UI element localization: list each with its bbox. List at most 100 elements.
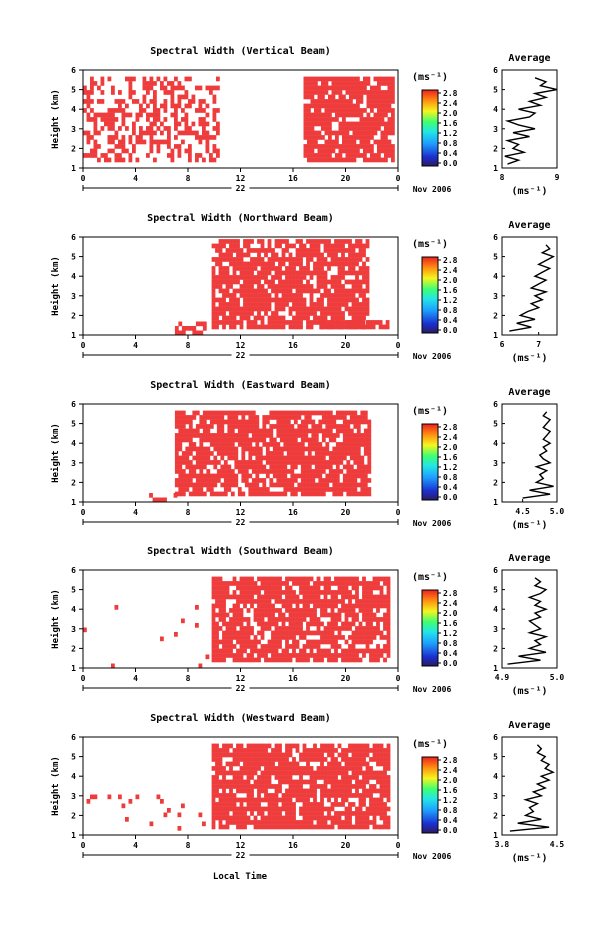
heatmap-cell xyxy=(380,148,385,154)
heatmap-cell xyxy=(376,644,380,649)
heatmap-cell xyxy=(321,451,326,456)
heatmap-cell xyxy=(362,824,366,830)
heatmap-cell xyxy=(279,473,284,479)
heatmap-cell xyxy=(264,297,268,303)
heatmap-cell xyxy=(181,139,185,145)
heatmap-cell xyxy=(202,473,207,479)
heatmap-cell xyxy=(314,108,318,113)
heatmap-cell xyxy=(234,478,239,483)
heatmap-cell xyxy=(349,108,353,113)
heatmap-cell xyxy=(320,630,324,636)
colorbar-tick-label: 1.2 xyxy=(443,629,458,638)
heatmap-cell xyxy=(229,297,233,303)
heatmap-cell xyxy=(363,90,367,95)
heatmap-cell xyxy=(236,743,240,749)
heatmap-cell xyxy=(325,473,330,479)
heatmap-cell xyxy=(177,144,182,149)
heatmap-cell xyxy=(320,590,324,595)
heatmap-cell xyxy=(358,802,363,807)
heatmap-cell xyxy=(306,608,310,613)
heatmap-cell xyxy=(335,451,340,456)
heatmap-cell xyxy=(303,126,308,131)
heatmap-cell xyxy=(215,639,219,645)
heatmap-cell xyxy=(370,85,374,91)
heatmap-cell xyxy=(241,415,246,420)
heatmap-cell xyxy=(292,581,296,586)
heatmap-cell xyxy=(360,473,365,479)
heatmap-cell xyxy=(267,261,272,267)
heatmap-cell xyxy=(295,612,300,618)
heatmap-cell xyxy=(324,81,329,86)
heatmap-cell xyxy=(218,761,223,767)
heatmap-cell xyxy=(370,153,374,158)
heatmap-cell xyxy=(330,302,335,307)
heatmap-cell xyxy=(170,153,175,158)
heatmap-cell xyxy=(181,415,186,420)
heatmap-cell xyxy=(83,85,87,91)
heatmap-cell xyxy=(260,585,265,591)
heatmap-cell xyxy=(334,815,338,821)
heatmap-cell xyxy=(174,424,179,429)
heatmap-cell xyxy=(205,144,210,149)
heatmap-cell xyxy=(334,802,338,807)
heatmap-cell xyxy=(236,757,240,762)
heatmap-cell xyxy=(232,603,237,609)
heatmap-cell xyxy=(278,752,282,758)
heatmap-cell xyxy=(111,121,115,127)
heatmap-cell xyxy=(167,90,171,95)
heatmap-cell xyxy=(229,617,233,622)
heatmap-cell xyxy=(334,766,338,771)
heatmap-cell xyxy=(330,770,335,776)
heatmap-cell xyxy=(355,576,359,582)
heatmap-cell xyxy=(386,585,391,591)
heatmap-cell xyxy=(292,824,296,830)
heatmap-cell xyxy=(323,594,328,600)
heatmap-cell xyxy=(93,794,98,800)
heatmap-cell xyxy=(285,820,289,825)
heatmap-cell xyxy=(330,644,335,649)
heatmap-cell xyxy=(271,248,275,253)
heatmap-cell xyxy=(320,775,324,780)
heatmap-cell xyxy=(377,81,381,86)
heatmap-cell xyxy=(358,824,363,830)
heatmap-cell xyxy=(369,788,373,794)
heatmap-cell xyxy=(288,802,293,807)
heatmap-cell xyxy=(215,748,219,753)
heatmap-cell xyxy=(281,284,286,289)
heatmap-cell xyxy=(313,757,317,762)
average-frame xyxy=(501,403,558,503)
heatmap-cell xyxy=(376,770,380,776)
heatmap-cell xyxy=(341,621,345,627)
heatmap-cell xyxy=(299,766,303,771)
heatmap-cell xyxy=(198,121,203,127)
heatmap-cell xyxy=(257,306,261,312)
heatmap-cell xyxy=(195,153,199,158)
colorbar-tick-label: 0.0 xyxy=(443,659,458,668)
heatmap-cell xyxy=(362,266,366,271)
heatmap-cell xyxy=(239,775,244,780)
heatmap-cell xyxy=(304,415,309,420)
x-tick-label: 8 xyxy=(186,841,191,850)
heatmap-cell xyxy=(236,311,240,316)
heatmap-cell xyxy=(330,626,335,631)
heatmap-cell xyxy=(320,252,324,258)
heatmap-cell xyxy=(307,478,312,483)
heatmap-cell xyxy=(248,410,253,416)
heatmap-cell xyxy=(306,320,310,325)
heatmap-cell xyxy=(307,81,311,86)
heatmap-cell xyxy=(185,433,190,438)
heatmap-cell xyxy=(323,275,328,280)
heatmap-cell xyxy=(363,81,367,86)
heatmap-cell xyxy=(243,270,247,276)
heatmap-cell xyxy=(335,90,339,95)
heatmap-cell xyxy=(107,112,112,118)
heatmap-cell xyxy=(365,820,370,825)
heatmap-cell xyxy=(376,779,380,785)
heatmap-cell xyxy=(121,112,126,118)
heatmap-cell xyxy=(234,437,239,443)
heatmap-cell xyxy=(260,239,265,244)
heatmap-cell xyxy=(309,275,314,280)
heatmap-cell xyxy=(314,424,319,429)
heatmap-cell xyxy=(225,639,230,645)
heatmap-cell xyxy=(325,419,330,425)
